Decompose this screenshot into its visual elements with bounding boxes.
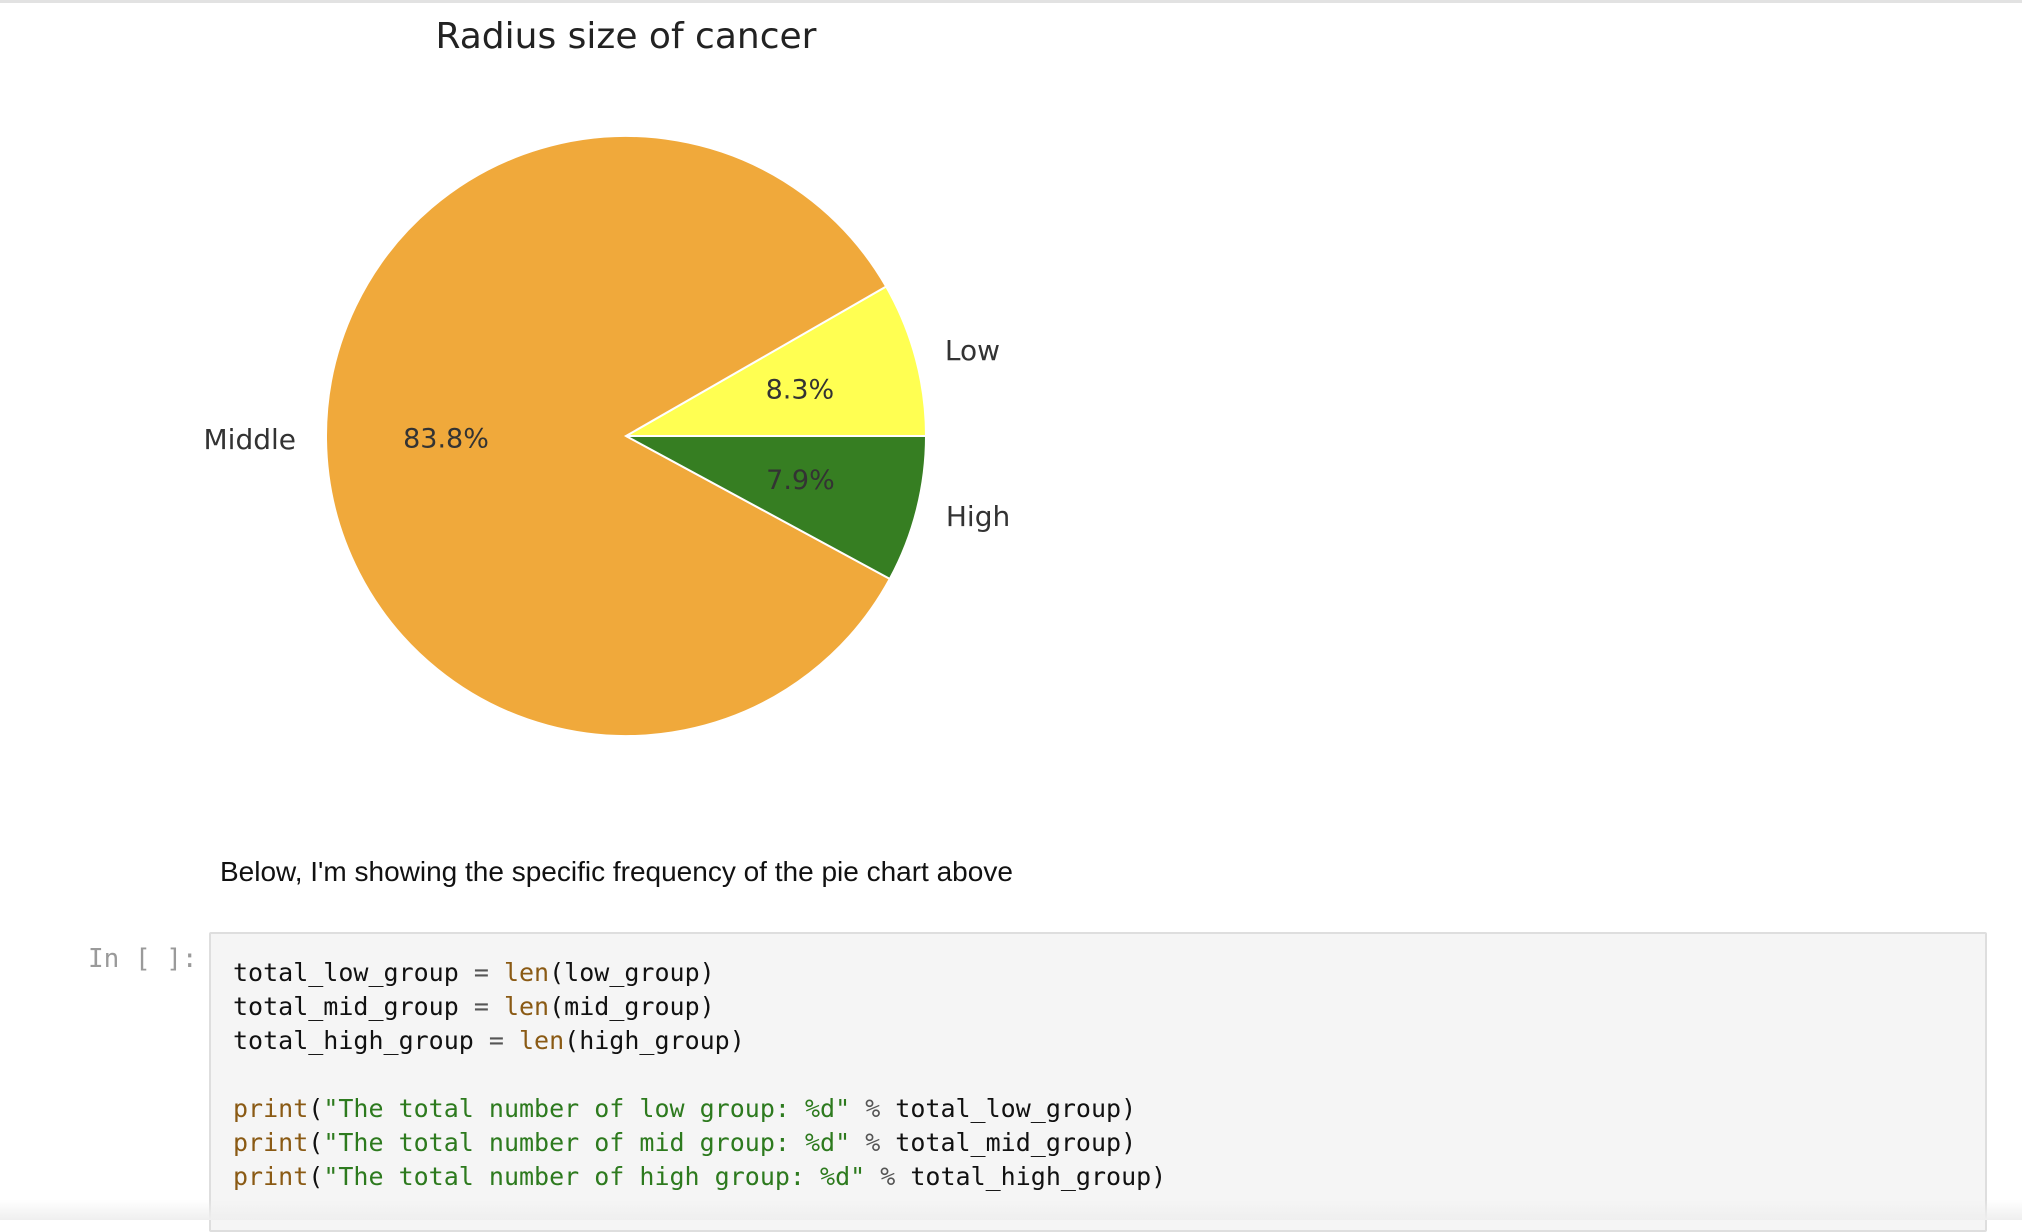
pie-slice-low (622, 285, 928, 437)
code-token: % (880, 1162, 896, 1191)
code-token: total_low_group (233, 958, 474, 987)
code-token: % (865, 1128, 881, 1157)
code-token: total_low_group) (880, 1094, 1137, 1123)
markdown-text: Below, I'm showing the specific frequenc… (220, 856, 1013, 887)
code-token: = (473, 992, 489, 1021)
code-token: = (488, 1026, 504, 1055)
code-token: len (519, 1026, 565, 1055)
pie-label-middle: Middle (204, 423, 297, 456)
code-token: print (233, 1094, 309, 1123)
pie-labels: 8.3% Low 83.8% Middle 7.9% High (204, 334, 1011, 533)
code-token: = (473, 958, 489, 987)
pie-pct-label-high: 7.9% (766, 465, 835, 496)
code-token: (low_group) (549, 958, 715, 987)
code-token: (high_group) (564, 1026, 745, 1055)
code-line: total_mid_group = len(mid_group) (233, 990, 1166, 1024)
pie-label-high: High (946, 500, 1010, 533)
pie-pct-label-middle: 83.8% (403, 423, 489, 454)
code-token: % (865, 1094, 881, 1123)
code-token: print (233, 1162, 309, 1191)
code-line: total_low_group = len(low_group) (233, 956, 1166, 990)
pie-pct-label-low: 8.3% (766, 375, 835, 406)
pie-slices (325, 135, 928, 737)
chart-title: Radius size of cancer (436, 16, 817, 57)
code-token: "The total number of high group: %d" (323, 1162, 866, 1191)
code-token: ( (308, 1094, 324, 1123)
code-token: print (233, 1128, 309, 1157)
pie-slice-middle (325, 135, 892, 737)
code-token (865, 1162, 880, 1191)
code-token: ( (308, 1128, 324, 1157)
code-token (850, 1094, 865, 1123)
code-line: total_high_group = len(high_group) (233, 1024, 1166, 1058)
code-token: "The total number of mid group: %d" (323, 1128, 851, 1157)
code-line: print("The total number of high group: %… (233, 1160, 1166, 1194)
code-token: ( (308, 1162, 324, 1191)
bottom-edge (0, 1200, 2022, 1220)
code-token (489, 958, 504, 987)
top-divider (0, 0, 2022, 3)
cell-prompt: In [ ]: (88, 944, 198, 974)
code-lines: total_low_group = len(low_group) total_mi… (233, 956, 1166, 1194)
pie-label-low: Low (945, 334, 1000, 367)
code-token (504, 1026, 519, 1055)
code-token: "The total number of low group: %d" (323, 1094, 851, 1123)
code-token: len (503, 958, 550, 987)
code-line (233, 1058, 1166, 1092)
pie-slice-high (625, 435, 928, 581)
code-cell-editor[interactable]: total_low_group = len(low_group) total_mi… (209, 932, 1987, 1232)
code-token (489, 992, 504, 1021)
code-line: print("The total number of low group: %d… (233, 1092, 1166, 1126)
code-token: total_high_group (233, 1026, 489, 1055)
code-token: total_mid_group) (880, 1128, 1137, 1157)
code-token: total_mid_group (233, 992, 474, 1021)
cell-output-area: Radius size of cancer 8.3% Low 83.8% Middle… (200, 8, 1200, 788)
code-token: len (503, 992, 550, 1021)
pie-chart: Radius size of cancer 8.3% Low 83.8% Middle… (204, 16, 1011, 737)
code-line: print("The total number of mid group: %d… (233, 1126, 1166, 1160)
code-token: total_high_group) (895, 1162, 1167, 1191)
code-token: (mid_group) (549, 992, 715, 1021)
code-token (850, 1128, 865, 1157)
